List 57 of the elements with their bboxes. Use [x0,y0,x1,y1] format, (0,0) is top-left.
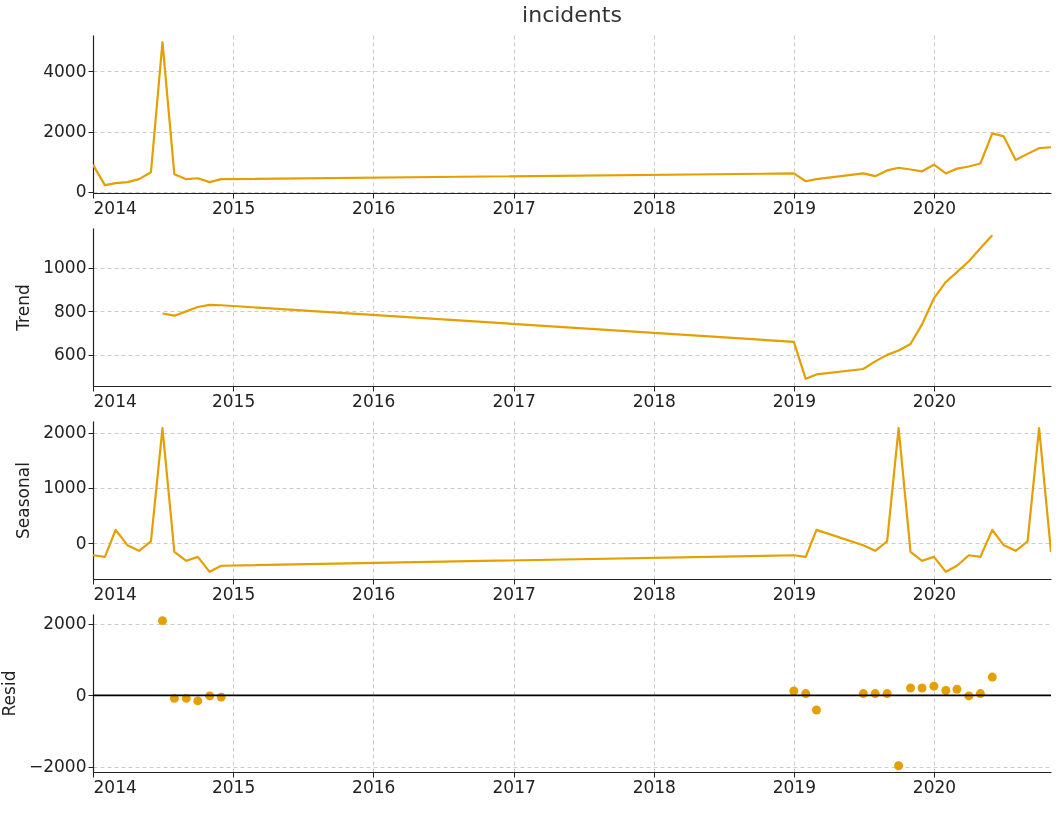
y-tick-label: 2000 [43,613,87,634]
chart-title: incidents [522,2,622,27]
x-tick-label: 2019 [772,776,816,797]
x-tick-label: 2018 [632,390,676,411]
point [193,696,203,706]
x-tick-label: 2019 [772,583,816,604]
line-series [161,234,994,380]
y-tick-label: 0 [75,181,87,202]
x-tick-label: 2014 [93,390,137,411]
x-tick-label: 2020 [912,390,957,411]
y-tick-label: 800 [54,300,87,321]
x-tick-label: 2018 [632,776,676,797]
point [952,684,962,694]
point [158,616,167,626]
y-tick-label: 1000 [43,477,87,498]
point [812,705,821,715]
x-tick-label: 2016 [352,583,396,604]
y-tick-label: 0 [75,532,87,553]
x-tick-label: 2016 [352,776,396,797]
point [906,683,915,693]
x-tick-label: 2019 [772,390,816,411]
point [987,672,997,682]
x-tick-label: 2015 [211,776,256,797]
x-tick-label: 2017 [492,776,536,797]
x-tick-label: 2017 [492,583,536,604]
x-tick-label: 2017 [492,390,536,411]
x-tick-label: 2018 [632,583,676,604]
y-axis-title: Seasonal [13,462,34,539]
y-tick-label: −2000 [28,756,87,777]
x-tick-label: 2015 [211,390,256,411]
x-tick-label: 2014 [93,197,137,218]
x-tick-label: 2020 [912,776,957,797]
x-tick-label: 2017 [492,197,536,218]
x-tick-label: 2014 [93,776,137,797]
y-tick-label: 600 [54,344,87,365]
x-tick-label: 2015 [211,583,256,604]
y-tick-label: 1000 [43,257,87,278]
point [894,761,904,771]
x-tick-label: 2020 [912,583,957,604]
line-series [93,41,1051,187]
x-tick-label: 2016 [352,197,396,218]
y-tick-label: 2000 [43,121,87,142]
y-axis-title: Trend [13,284,34,332]
point [929,681,939,691]
y-tick-label: 2000 [43,422,87,443]
point [941,686,951,695]
x-tick-label: 2020 [912,197,957,218]
point [917,683,927,693]
x-tick-label: 2016 [352,390,396,411]
y-axis-title: Resid [0,670,19,717]
line-series [93,427,1051,573]
x-tick-label: 2018 [632,197,676,218]
x-tick-label: 2014 [93,583,137,604]
x-tick-label: 2019 [772,197,816,218]
y-tick-label: 4000 [43,60,87,81]
y-tick-label: 0 [75,684,87,705]
x-tick-label: 2015 [211,197,256,218]
